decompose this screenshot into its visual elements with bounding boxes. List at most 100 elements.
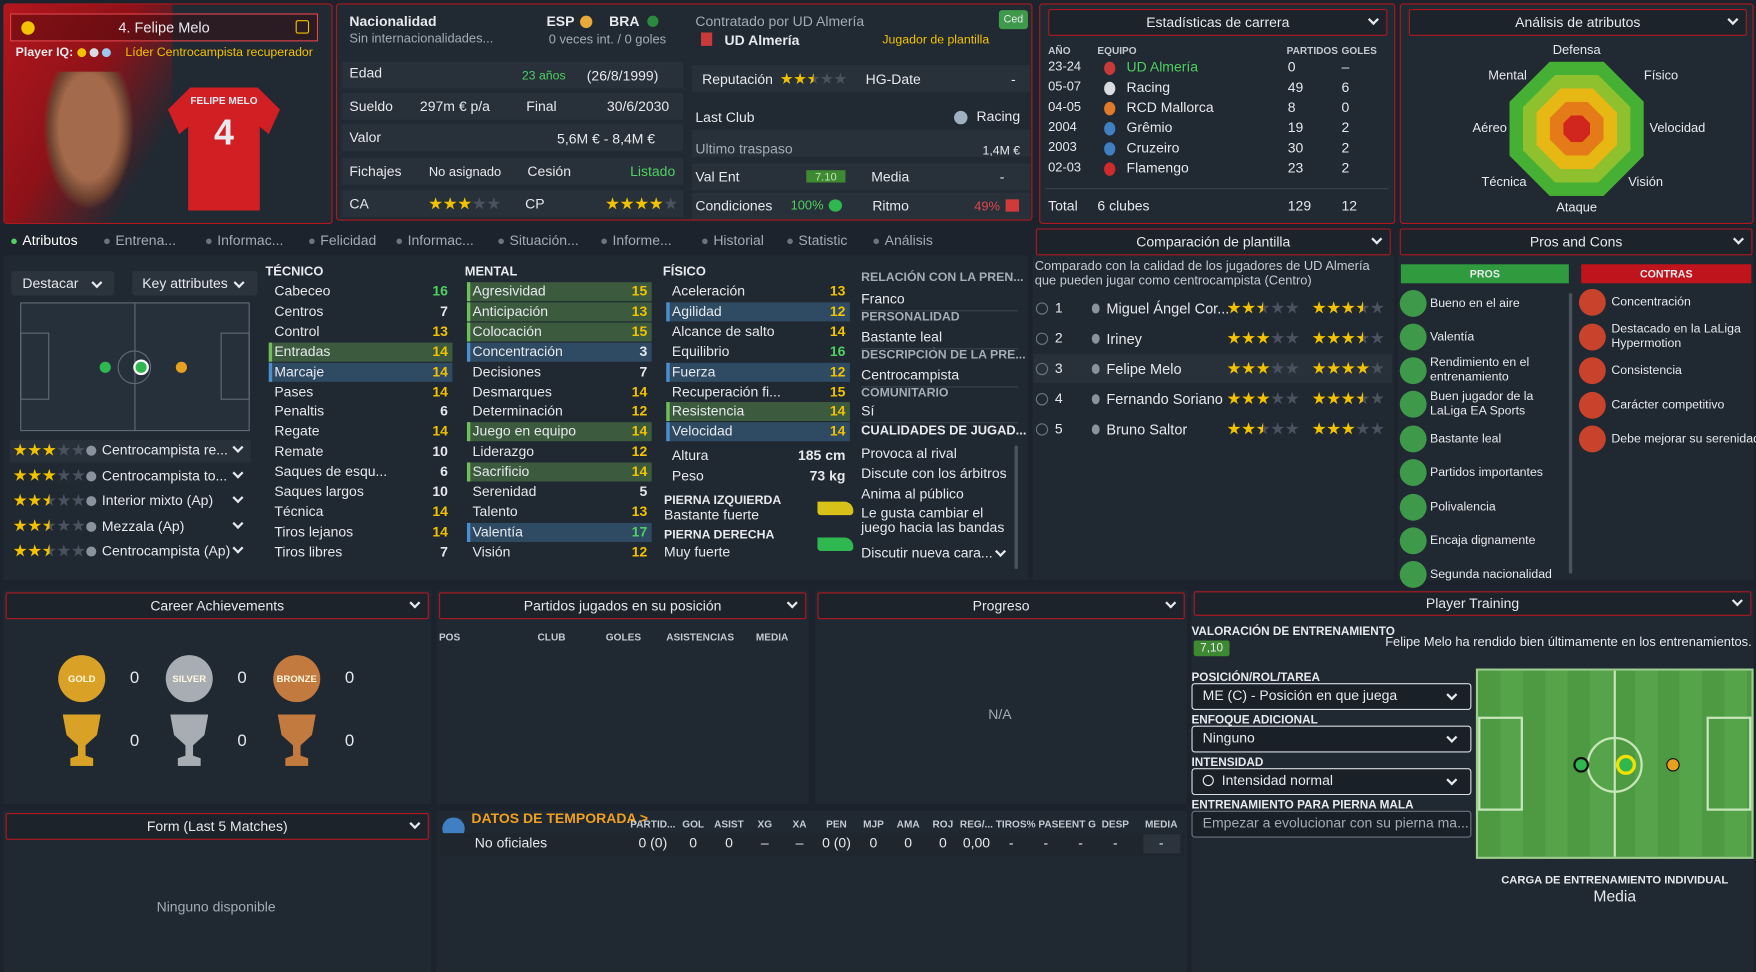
label[interactable]: Key attributes bbox=[142, 275, 228, 292]
label: 0 bbox=[689, 835, 698, 852]
label: 12 bbox=[631, 443, 648, 460]
label: 0 bbox=[938, 835, 947, 852]
info-icon bbox=[86, 470, 97, 481]
header-bar[interactable] bbox=[438, 592, 807, 620]
dropdown[interactable] bbox=[1191, 768, 1472, 796]
row-highlight bbox=[466, 342, 652, 362]
con-icon bbox=[1578, 391, 1606, 419]
dropdown-value[interactable]: Intensidad normal bbox=[1221, 772, 1333, 789]
label: 0 veces int. / 0 goles bbox=[548, 33, 667, 48]
label[interactable]: Destacar bbox=[22, 275, 79, 292]
label: Edad bbox=[349, 64, 383, 81]
label: 7 bbox=[440, 303, 448, 320]
label: 129 bbox=[1287, 198, 1312, 214]
label: GOL bbox=[682, 818, 705, 830]
label: Le gusta cambiar el juego hacia las band… bbox=[861, 505, 1005, 536]
label: - bbox=[1078, 835, 1083, 852]
tab[interactable]: Análisis bbox=[884, 232, 933, 249]
label[interactable]: Centrocampista re... bbox=[101, 442, 228, 458]
label: Ultimo traspaso bbox=[695, 141, 793, 157]
tab-dot bbox=[873, 238, 880, 245]
scrollbar bbox=[1568, 293, 1573, 574]
label: Total bbox=[1048, 198, 1078, 214]
label: ASIST bbox=[714, 818, 744, 830]
star-rating bbox=[1227, 361, 1299, 375]
label: 14 bbox=[631, 423, 648, 440]
label: Mental bbox=[1488, 69, 1527, 83]
label: Fichajes bbox=[349, 163, 402, 180]
label: 7 bbox=[440, 543, 448, 560]
header-bar[interactable] bbox=[1408, 8, 1747, 36]
dropdown[interactable] bbox=[1191, 725, 1472, 753]
dropdown[interactable] bbox=[1191, 810, 1472, 838]
button[interactable] bbox=[11, 270, 115, 296]
label: 1,4M € bbox=[982, 144, 1021, 158]
header-bar[interactable] bbox=[1399, 228, 1753, 256]
tab[interactable]: Historial bbox=[713, 232, 764, 249]
label: Grêmio bbox=[1126, 119, 1173, 136]
tab[interactable]: Situación... bbox=[509, 232, 579, 249]
label: POSICIÓN/ROL/TAREA bbox=[1191, 670, 1320, 685]
label: 16 bbox=[432, 283, 448, 299]
dropdown-value[interactable]: ME (C) - Posición en que juega bbox=[1202, 687, 1398, 704]
tab[interactable]: Atributos bbox=[22, 232, 78, 249]
row-bg bbox=[341, 124, 684, 152]
label: Encaja dignamente bbox=[1429, 534, 1536, 548]
icon bbox=[21, 21, 35, 35]
label: 2004 bbox=[1048, 120, 1077, 135]
header-bar[interactable] bbox=[1035, 228, 1391, 256]
tab[interactable]: Informac... bbox=[217, 232, 284, 249]
header-bar[interactable] bbox=[5, 812, 429, 840]
star-rating bbox=[1227, 391, 1299, 405]
label[interactable]: Interior mixto (Ap) bbox=[101, 492, 214, 509]
dropdown-value[interactable]: Ninguno bbox=[1202, 730, 1255, 746]
radio bbox=[1035, 423, 1049, 436]
label: 14 bbox=[829, 423, 846, 440]
star-rating bbox=[606, 197, 678, 210]
tab[interactable]: Entrena... bbox=[115, 232, 177, 249]
header-bar[interactable] bbox=[1048, 8, 1388, 36]
label: 14 bbox=[631, 383, 648, 400]
header-bar[interactable] bbox=[5, 592, 429, 620]
label[interactable]: DATOS DE TEMPORADA > bbox=[471, 810, 649, 827]
iq-dot bbox=[77, 48, 87, 58]
label[interactable]: Mezzala (Ap) bbox=[101, 517, 185, 534]
dropdown[interactable] bbox=[1191, 683, 1472, 710]
label: AÑO bbox=[1048, 44, 1071, 56]
warning-icon bbox=[295, 20, 310, 34]
button[interactable] bbox=[132, 270, 258, 296]
header-bar[interactable] bbox=[817, 592, 1185, 620]
label: 0 bbox=[237, 668, 247, 688]
label: Ataque bbox=[1556, 201, 1598, 216]
tab[interactable]: Informac... bbox=[407, 232, 474, 249]
tab[interactable]: Informe... bbox=[612, 232, 672, 249]
label: 0 bbox=[904, 835, 913, 852]
label: 8 bbox=[1287, 99, 1296, 116]
label: GOLD bbox=[67, 672, 96, 685]
tab[interactable]: Felicidad bbox=[320, 232, 377, 249]
label: Listado bbox=[630, 163, 676, 180]
header-title: Career Achievements bbox=[150, 597, 285, 614]
dropdown-value[interactable]: Empezar a evolucionar con su pierna ma..… bbox=[1202, 815, 1469, 831]
header-title: Partidos jugados en su posición bbox=[523, 597, 722, 614]
label: 14 bbox=[631, 463, 648, 480]
label: Físico bbox=[1643, 69, 1679, 83]
star-rating bbox=[429, 197, 501, 210]
label: Altura bbox=[671, 447, 709, 464]
label: 73 kg bbox=[809, 468, 846, 484]
pro-icon bbox=[1399, 290, 1427, 317]
label[interactable]: Centrocampista to... bbox=[101, 467, 228, 484]
medal bbox=[273, 655, 321, 703]
heart bbox=[828, 199, 843, 212]
header-title: Estadísticas de carrera bbox=[1146, 13, 1290, 30]
tab-dot bbox=[787, 238, 793, 245]
label[interactable]: Centrocampista (Ap) bbox=[101, 543, 231, 559]
header-bar[interactable] bbox=[1193, 591, 1752, 616]
label: 0 bbox=[129, 731, 140, 751]
tab[interactable]: Statistic bbox=[798, 232, 848, 249]
label: Media bbox=[1593, 886, 1637, 905]
cons-bar bbox=[1581, 264, 1752, 284]
divider bbox=[1045, 188, 1389, 190]
label: Comparado con la calidad de los jugadore… bbox=[1034, 259, 1370, 288]
label: Anima al público bbox=[861, 485, 964, 502]
